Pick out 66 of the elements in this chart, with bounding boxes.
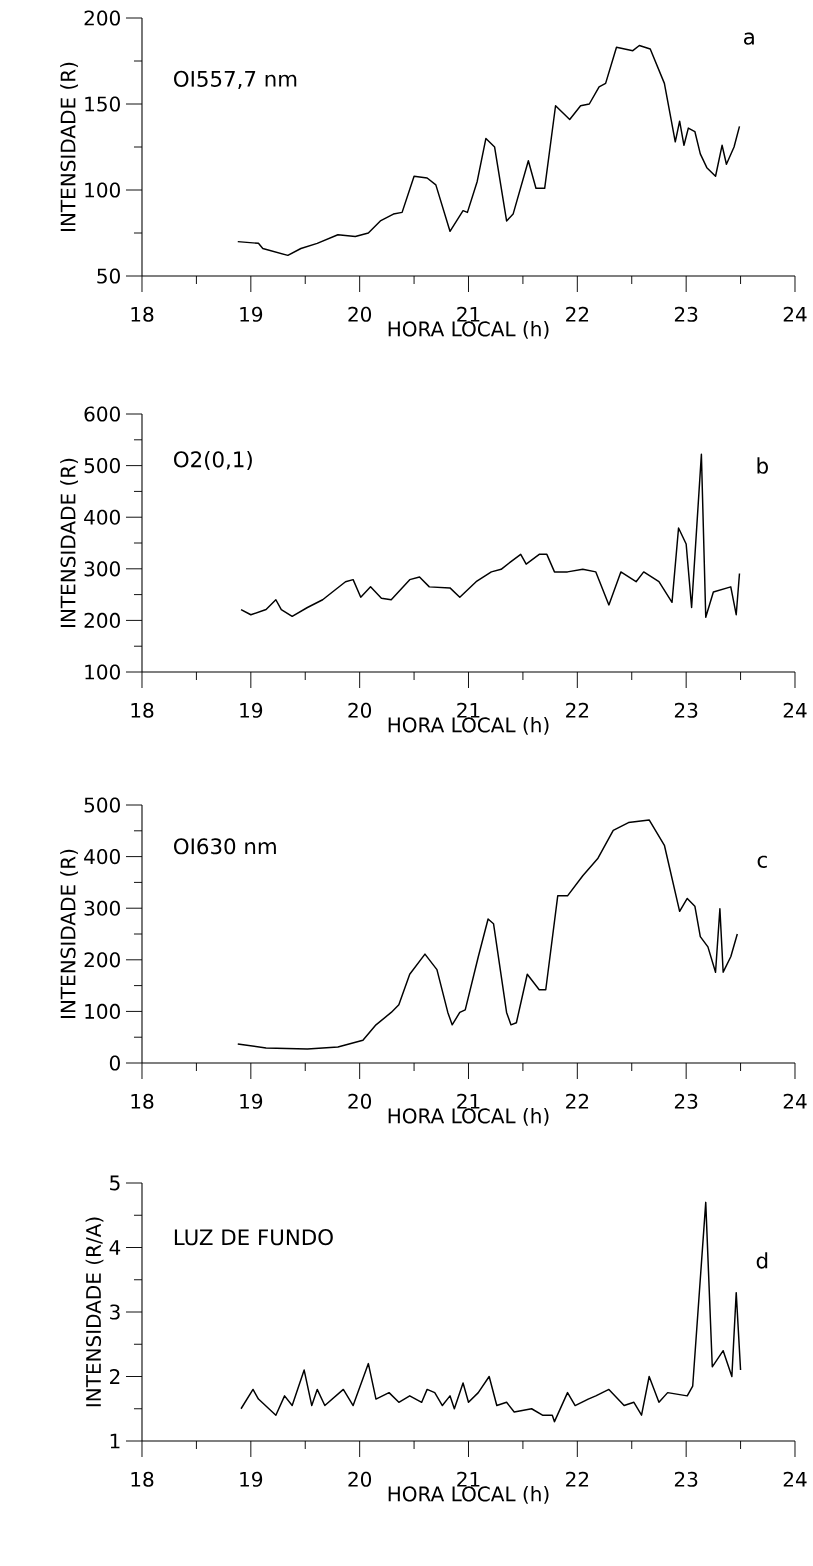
- y-axis-title: INTENSIDADE (R): [60, 458, 78, 627]
- y-tick-label: 200: [84, 10, 120, 26]
- annotation: d: [756, 1252, 768, 1269]
- x-tick-label: 23: [674, 306, 698, 322]
- annotation: LUZ DE FUNDO: [174, 1229, 333, 1246]
- y-tick-label: 500: [84, 458, 120, 474]
- x-tick-label: 24: [783, 306, 807, 322]
- y-tick-label: 5: [110, 1175, 120, 1191]
- y-tick-label: 1: [110, 1433, 120, 1449]
- annotation: c: [757, 855, 767, 868]
- x-tick-label: 20: [348, 1471, 372, 1487]
- x-tick-label: 18: [131, 702, 154, 718]
- x-tick-label: 21: [457, 702, 480, 718]
- x-tick-label: 23: [674, 1471, 698, 1487]
- y-tick-label: 3: [110, 1304, 120, 1320]
- y-tick-label: 50: [97, 268, 120, 284]
- x-tick-label: 23: [674, 702, 698, 718]
- x-tick-label: 19: [240, 702, 263, 718]
- y-tick-label: 200: [84, 612, 120, 628]
- x-axis-title: HORA LOCAL (h): [388, 1486, 549, 1504]
- x-tick-label: 18: [131, 306, 154, 322]
- x-tick-label: 19: [240, 1471, 263, 1487]
- y-tick-label: 300: [84, 561, 120, 577]
- x-tick-label: 22: [566, 702, 589, 718]
- y-axis-title: INTENSIDADE (R): [60, 849, 78, 1018]
- y-tick-label: 0: [109, 1055, 120, 1071]
- annotation: a: [744, 32, 754, 45]
- line-series: [237, 819, 739, 1050]
- x-tick-label: 21: [457, 306, 480, 322]
- x-tick-label: 20: [348, 306, 372, 322]
- y-tick-label: 400: [84, 849, 120, 865]
- annotation: OI557,7 nm: [174, 70, 297, 90]
- x-axis-title: HORA LOCAL (h): [388, 321, 549, 339]
- y-tick-label: 300: [84, 900, 120, 916]
- x-tick-label: 24: [783, 1093, 807, 1109]
- x-tick-label: 24: [783, 1471, 807, 1487]
- y-tick-label: 150: [85, 96, 120, 112]
- x-tick-label: 22: [566, 306, 589, 322]
- y-tick-label: 500: [84, 797, 120, 813]
- x-tick-label: 18: [131, 1093, 154, 1109]
- y-tick-label: 100: [85, 664, 120, 680]
- y-tick-label: 100: [85, 182, 120, 198]
- x-tick-label: 21: [457, 1471, 480, 1487]
- y-axis-title: INTENSIDADE (R): [60, 62, 78, 231]
- x-tick-label: 24: [783, 702, 807, 718]
- annotation: O2(0,1): [174, 450, 252, 470]
- y-tick-label: 2: [110, 1369, 120, 1384]
- x-axis-title: HORA LOCAL (h): [388, 1108, 549, 1126]
- x-tick-label: 18: [131, 1471, 154, 1487]
- annotation: OI630 nm: [174, 838, 276, 855]
- x-tick-label: 22: [566, 1093, 589, 1109]
- x-axis-title: HORA LOCAL (h): [388, 717, 549, 735]
- x-tick-label: 19: [240, 1093, 263, 1109]
- x-tick-label: 20: [348, 702, 372, 718]
- y-tick-label: 100: [85, 1003, 120, 1019]
- x-tick-label: 23: [674, 1093, 698, 1109]
- x-tick-label: 22: [566, 1471, 589, 1487]
- x-tick-label: 21: [457, 1093, 480, 1109]
- y-tick-label: 600: [84, 406, 120, 422]
- x-tick-label: 19: [240, 306, 263, 322]
- y-tick-label: 400: [84, 509, 120, 525]
- x-tick-label: 20: [348, 1093, 372, 1109]
- annotation: b: [757, 457, 768, 474]
- y-tick-label: 4: [109, 1240, 121, 1255]
- y-axis-title: INTENSIDADE (R/A): [85, 1217, 104, 1407]
- y-tick-label: 200: [84, 952, 120, 968]
